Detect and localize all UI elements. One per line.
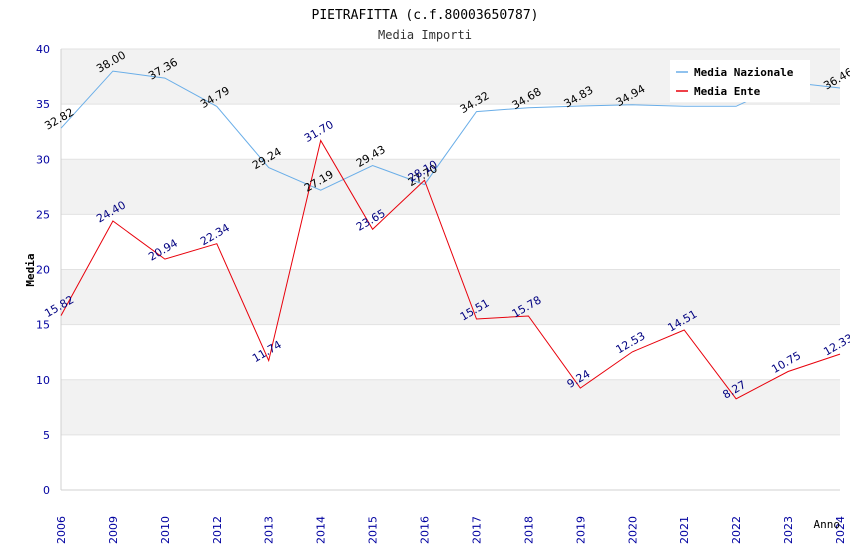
x-tick-label: 2020 — [626, 516, 639, 544]
x-tick-label: 2013 — [263, 516, 276, 544]
grid-band — [61, 434, 840, 490]
grid-bands — [61, 49, 840, 490]
series-line — [60, 70, 841, 191]
chart-subtitle: Media Importi — [378, 28, 472, 42]
x-tick-label: 2006 — [55, 516, 68, 544]
y-tick-label: 30 — [36, 153, 50, 166]
grid-band — [61, 269, 840, 325]
y-tick-label: 35 — [36, 98, 50, 111]
x-tick-label: 2014 — [315, 516, 328, 544]
x-tick-labels: 2006 2009 2010 2012 2013 2014 2015 2016 2017 2018… — [55, 516, 847, 544]
series-line — [60, 139, 841, 400]
legend: Media Nazionale Media Ente — [670, 60, 810, 102]
y-axis-label: Media — [24, 253, 37, 286]
x-axis-label: Anno — [814, 518, 841, 531]
series-lines — [60, 70, 841, 400]
legend-box — [670, 60, 810, 102]
chart-title: PIETRAFITTA (c.f.80003650787) — [312, 8, 539, 23]
y-tick-label: 10 — [36, 374, 50, 387]
grid-band — [61, 159, 840, 215]
x-tick-label: 2016 — [419, 516, 432, 544]
grid-band — [61, 104, 840, 160]
x-tick-label: 2024 — [834, 516, 847, 544]
y-tick-label: 0 — [43, 484, 50, 497]
x-tick-label: 2015 — [367, 516, 380, 544]
axes — [60, 49, 840, 491]
x-tick-label: 2018 — [522, 516, 535, 544]
grid-band — [61, 214, 840, 270]
y-tick-label: 5 — [43, 429, 50, 442]
y-tick-label: 25 — [36, 208, 50, 221]
x-tick-label: 2019 — [574, 516, 587, 544]
x-tick-label: 2017 — [470, 516, 483, 544]
x-tick-label: 2010 — [159, 516, 172, 544]
legend-label: Media Ente — [694, 85, 761, 98]
x-tick-label: 2012 — [211, 516, 224, 544]
grid-band — [61, 379, 840, 435]
legend-label: Media Nazionale — [694, 66, 794, 79]
y-tick-label: 20 — [36, 264, 50, 277]
y-tick-label: 15 — [36, 319, 50, 332]
x-tick-label: 2021 — [678, 516, 691, 544]
grid-band — [61, 324, 840, 380]
x-tick-label: 2022 — [730, 516, 743, 544]
x-tick-label: 2023 — [782, 516, 795, 544]
x-tick-label: 2009 — [107, 516, 120, 544]
y-tick-labels: 0 5 10 15 20 25 30 35 40 — [36, 43, 50, 497]
y-tick-label: 40 — [36, 43, 50, 56]
